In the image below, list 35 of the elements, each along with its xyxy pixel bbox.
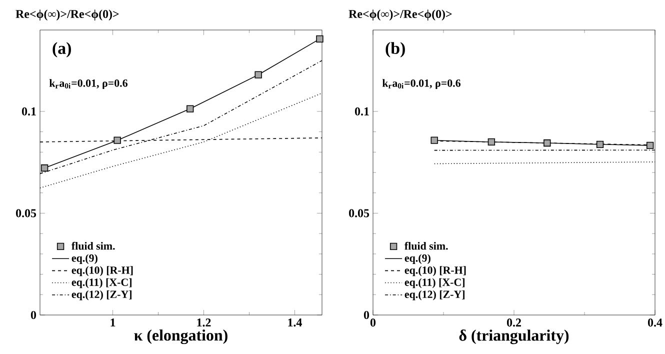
x-axis-title: κ (elongation) [134,329,228,344]
y-tick-label: 0.05 [349,209,370,218]
legend-label: eq.(10) [R-H] [404,266,466,276]
y-tick-label: 0.1 [354,107,369,116]
point [114,136,121,144]
point [316,35,324,43]
y-tick-label: 0.05 [16,209,36,218]
legend-label: fluid sim. [404,242,448,250]
point [254,71,262,78]
legend-label: eq.(12) [Z-Y] [72,290,132,300]
legend-label: eq.(9) [404,254,430,264]
y-tick-label: 0 [364,310,370,320]
annotation: k$_{r}$a$_{0i}$=0.01, ρ=0.6 [382,79,460,90]
x-tick-label: 1.4 [288,318,302,327]
legend-label: fluid sim. [72,242,115,250]
y-tick-label: 0.1 [22,107,36,116]
legend-label: eq.(9) [72,254,98,264]
y-tick-label: 0 [30,310,36,320]
x-axis-title: δ (triangularity) [459,329,569,344]
x-tick-label: 1.2 [197,318,211,327]
annotation: k$_{r}$a$_{0i}$=0.01, ρ=0.6 [49,79,128,90]
legend-label: eq.(11) [X-C] [72,278,132,288]
point [40,164,48,172]
annotation: (b) [386,42,405,58]
annotation: (a) [52,42,71,58]
y-axis-title: Re<ϕ(∞)>/Re<ϕ(0)> [16,10,119,20]
x-tick-label: 0.2 [506,318,521,327]
legend-label: eq.(10) [R-H] [72,266,133,276]
legend-label: eq.(11) [X-C] [404,278,464,288]
x-tick-label: 1 [110,318,116,326]
x-tick-label: 0.4 [648,318,662,327]
x-tick-label: 0 [370,318,376,327]
y-axis-title: Re<ϕ(∞)>/Re<ϕ(0)> [348,10,452,20]
legend-label: eq.(12) [Z-Y] [404,290,464,300]
point [186,105,194,112]
